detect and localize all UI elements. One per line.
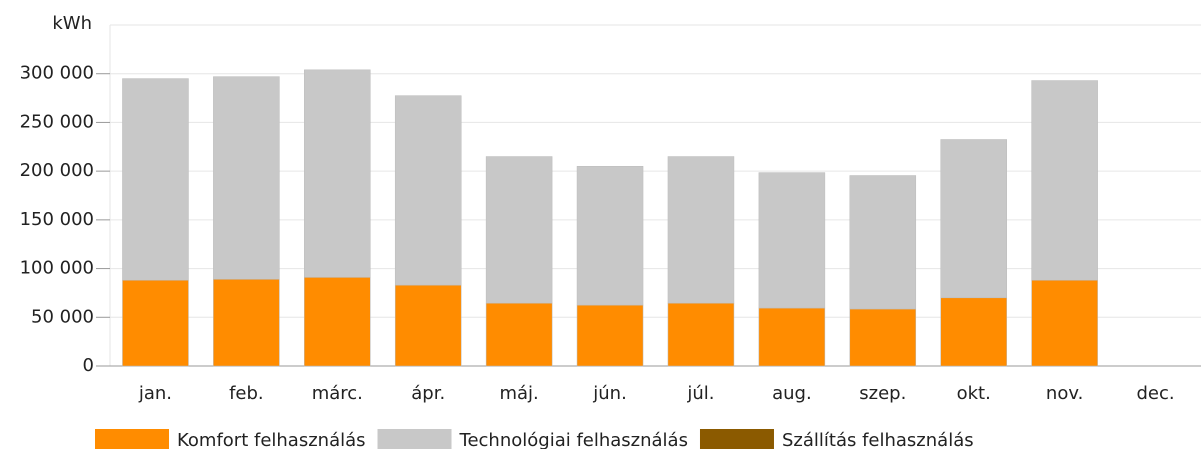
bar-segment: [1031, 280, 1098, 367]
bar-segment: [576, 304, 644, 367]
bar-segment: [849, 175, 917, 310]
x-tick-label: okt.: [957, 383, 991, 404]
bar-segment: [304, 69, 371, 278]
legend-label: Szállítás felhasználás: [782, 430, 974, 449]
y-tick-label: 300 000: [20, 63, 94, 84]
legend-swatch: [699, 429, 774, 449]
bar-segment: [213, 279, 280, 367]
x-tick-label: dec.: [1136, 383, 1174, 404]
bar-segment: [576, 166, 644, 306]
y-tick-label: 200 000: [20, 160, 94, 181]
y-tick-label: 100 000: [20, 258, 94, 279]
bar-segment: [1031, 80, 1098, 281]
bar-segment: [122, 280, 189, 367]
x-tick-label: szep.: [859, 383, 906, 404]
x-tick-label: jan.: [138, 383, 172, 404]
bar-segment: [940, 139, 1007, 299]
y-tick-label: 0: [83, 355, 94, 376]
bar-segment: [667, 302, 735, 367]
bar-segment: [122, 78, 189, 281]
bar-segment: [485, 156, 553, 304]
x-tick-label: jún.: [592, 383, 627, 404]
bar-segment: [849, 308, 917, 367]
x-tick-label: ápr.: [411, 383, 445, 404]
bar-segment: [758, 172, 826, 309]
x-tick-label: júl.: [686, 383, 714, 404]
legend-swatch: [95, 429, 169, 449]
bar-segment: [394, 95, 462, 286]
bar-segment: [940, 297, 1007, 367]
bar-segment: [394, 284, 462, 367]
bar-segment: [667, 156, 735, 304]
legend-swatch: [377, 429, 452, 449]
bar-segment: [485, 302, 553, 367]
y-axis-label: kWh: [52, 13, 92, 34]
y-tick-label: 50 000: [31, 306, 94, 327]
y-tick-label: 150 000: [20, 209, 94, 230]
y-tick-label: 250 000: [20, 111, 94, 132]
legend-label: Technológiai felhasználás: [459, 430, 688, 449]
x-tick-label: máj.: [499, 383, 538, 404]
x-tick-label: nov.: [1046, 383, 1083, 404]
legend-label: Komfort felhasználás: [177, 430, 366, 449]
bar-segment: [304, 277, 371, 367]
x-tick-label: márc.: [312, 383, 363, 404]
x-tick-label: aug.: [772, 383, 812, 404]
bar-segment: [213, 76, 280, 280]
bar-segment: [758, 307, 826, 367]
x-tick-label: feb.: [229, 383, 264, 404]
